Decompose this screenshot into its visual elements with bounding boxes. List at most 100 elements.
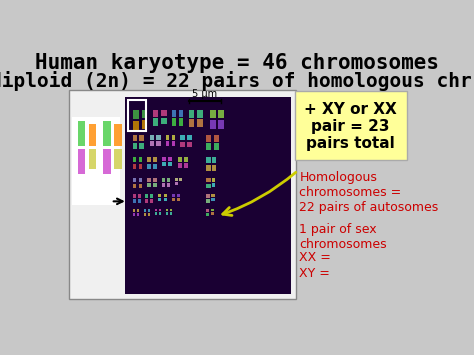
Bar [133,110,139,119]
Bar [206,178,210,182]
Bar [179,119,183,126]
Bar [162,157,166,161]
Bar [189,110,194,118]
Bar [197,119,202,127]
FancyBboxPatch shape [69,90,296,299]
Bar [150,199,154,203]
Bar [170,212,173,214]
Bar [172,198,174,201]
Bar [213,143,219,150]
Bar [89,124,96,146]
Bar [139,135,144,141]
Bar [181,135,185,141]
Bar [162,110,166,116]
Bar [206,157,210,163]
Bar [158,194,162,197]
Bar [89,148,96,169]
Bar [72,117,119,205]
Bar [153,119,158,126]
Bar [177,198,180,201]
Bar [138,194,141,198]
Bar [210,120,216,129]
Bar [148,209,150,212]
Bar [211,194,215,197]
Bar [159,209,162,211]
Bar [148,213,150,216]
Bar [142,110,147,119]
Bar [177,194,180,197]
Bar [218,110,224,119]
Bar [218,120,224,129]
Bar [211,209,213,211]
Bar [166,135,170,140]
Bar [145,199,148,203]
Bar [156,135,161,140]
Bar [154,178,157,181]
Bar [103,121,111,146]
Bar [197,110,202,118]
Bar [138,199,141,203]
Bar [167,183,170,187]
Text: diploid (2n) = 22 pairs of homologous chr.: diploid (2n) = 22 pairs of homologous ch… [0,71,474,91]
Bar [133,178,137,182]
Bar [174,178,178,181]
Bar [206,165,210,170]
Bar [181,142,185,147]
Bar [187,142,191,147]
Bar [172,119,176,126]
Bar [133,213,135,216]
Bar [166,212,168,214]
Bar [184,163,188,168]
Bar [172,141,175,146]
Bar [206,135,211,142]
Bar [164,198,166,201]
Bar [174,182,178,185]
Bar [133,135,137,141]
Bar [133,194,136,198]
Bar [168,157,172,161]
Text: 5 μm: 5 μm [192,89,217,99]
Bar [184,157,188,162]
Bar [156,141,161,146]
Bar [167,178,170,181]
Bar [144,213,146,216]
Bar [147,164,151,169]
Text: 1 pair of sex
chromosomes: 1 pair of sex chromosomes [300,223,387,251]
Bar [128,100,146,131]
Bar [172,110,176,117]
Bar [178,163,182,168]
Text: Homologous
chromosomes =: Homologous chromosomes = [300,170,401,198]
Bar [78,121,85,146]
Bar [139,143,144,148]
Bar [206,194,210,198]
Text: XY =: XY = [300,267,330,280]
Text: XX =: XX = [300,251,331,264]
Bar [206,143,211,150]
Bar [212,183,215,187]
Bar [150,194,154,198]
Bar [212,157,217,163]
Bar [206,184,210,188]
Bar [172,135,175,140]
Bar [153,110,158,117]
Bar [170,209,173,211]
Bar [162,178,165,181]
Bar [162,118,166,124]
Text: + XY or XX
pair = 23
pairs total: + XY or XX pair = 23 pairs total [304,102,397,151]
Bar [147,157,151,163]
Bar [150,135,154,140]
Bar [179,110,183,117]
Bar [114,148,122,169]
Bar [103,148,111,174]
Bar [210,110,216,119]
Bar [147,183,151,187]
Bar [166,209,168,211]
Bar [126,97,291,294]
Bar [211,212,213,214]
Text: 22 pairs of autosomes: 22 pairs of autosomes [300,201,438,214]
Bar [139,184,142,188]
Bar [133,209,135,212]
Bar [133,121,139,130]
Bar [139,164,142,169]
Bar [212,178,215,181]
